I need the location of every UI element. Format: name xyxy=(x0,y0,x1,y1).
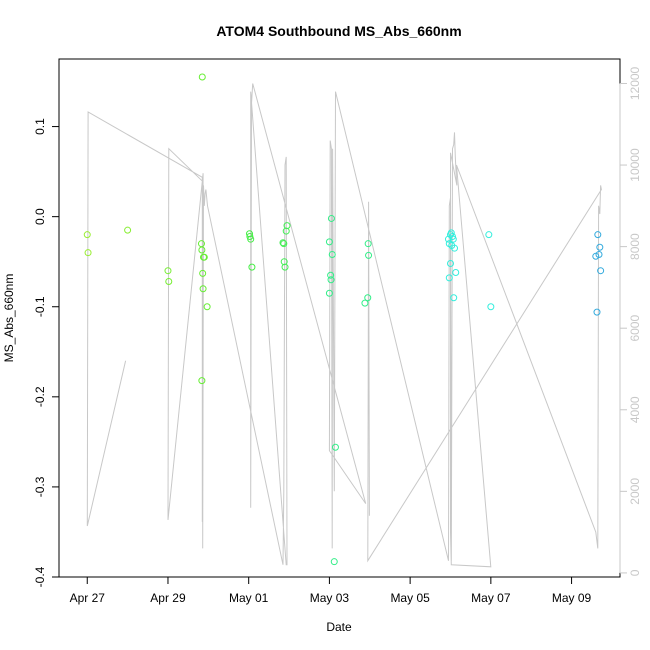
data-point xyxy=(280,240,288,248)
data-point xyxy=(592,252,600,260)
data-point xyxy=(449,235,457,243)
data-point xyxy=(596,243,604,251)
data-point xyxy=(597,267,605,275)
x-tick-label: May 05 xyxy=(390,591,430,605)
y2-tick-label: 10000 xyxy=(628,148,642,182)
y-tick-label: 0.0 xyxy=(33,208,47,225)
data-point xyxy=(199,269,207,277)
data-point xyxy=(247,235,255,243)
data-point xyxy=(327,276,335,284)
data-point xyxy=(445,274,453,282)
x-tick-label: Apr 27 xyxy=(70,591,106,605)
data-point xyxy=(83,231,91,239)
data-point xyxy=(248,263,256,271)
data-point xyxy=(325,289,333,297)
x-tick-label: May 01 xyxy=(229,591,269,605)
x-axis-label: Date xyxy=(326,620,352,634)
data-point xyxy=(330,558,338,566)
y2-tick-label: 6000 xyxy=(628,315,642,342)
x-tick-label: May 09 xyxy=(552,591,592,605)
y2-tick-label: 4000 xyxy=(628,396,642,423)
data-point xyxy=(446,259,454,267)
y-tick-label: 0.1 xyxy=(33,118,47,135)
data-point xyxy=(200,253,208,261)
data-point xyxy=(364,240,372,248)
y-tick-label: -0.3 xyxy=(33,476,47,497)
data-point xyxy=(485,231,493,239)
data-point xyxy=(283,222,291,230)
data-point xyxy=(328,250,336,258)
chart-title: ATOM4 Southbound MS_Abs_660nm xyxy=(216,23,461,39)
y2-tick-label: 12000 xyxy=(628,66,642,100)
x-axis: Apr 27 Apr 29 May 01 May 03 May 05 May 07 May … xyxy=(70,576,592,605)
y2-axis: 0 2000 4000 6000 8000 10000 12000 xyxy=(619,66,642,576)
data-point xyxy=(280,258,288,266)
data-point xyxy=(451,244,459,252)
data-point xyxy=(327,214,335,222)
scatter-points xyxy=(83,73,605,566)
y-tick-label: -0.2 xyxy=(33,386,47,407)
y2-tick-label: 0 xyxy=(628,569,642,576)
data-point xyxy=(198,73,206,81)
data-point xyxy=(487,303,495,311)
data-point xyxy=(282,227,290,235)
data-point xyxy=(361,299,369,307)
y-axis: 0.1 0.0 -0.1 -0.2 -0.3 -0.4 xyxy=(33,118,60,587)
y-tick-label: -0.1 xyxy=(33,296,47,317)
data-point xyxy=(365,251,373,259)
y-tick-label: -0.4 xyxy=(33,566,47,587)
data-point xyxy=(165,278,173,286)
data-point xyxy=(364,294,372,302)
data-point xyxy=(198,246,206,254)
data-point xyxy=(124,226,132,234)
data-point xyxy=(450,294,458,302)
x-tick-label: Apr 29 xyxy=(150,591,186,605)
data-point xyxy=(164,267,172,275)
data-point xyxy=(279,239,287,247)
data-point xyxy=(452,269,460,277)
secondary-line-series xyxy=(86,83,602,568)
data-point xyxy=(331,443,339,451)
y2-tick-label: 8000 xyxy=(628,233,642,260)
data-point xyxy=(325,238,333,246)
x-tick-label: May 07 xyxy=(471,591,511,605)
data-point xyxy=(199,285,207,293)
plot-frame xyxy=(58,58,621,578)
x-tick-label: May 03 xyxy=(310,591,350,605)
data-point xyxy=(203,303,211,311)
data-point xyxy=(447,229,455,237)
data-point xyxy=(593,308,601,316)
y-axis-label: MS_Abs_660nm xyxy=(2,274,16,363)
data-point xyxy=(594,231,602,239)
secondary-line xyxy=(86,83,602,568)
data-point xyxy=(327,271,335,279)
data-point xyxy=(281,263,289,271)
data-point xyxy=(84,249,92,257)
y2-tick-label: 2000 xyxy=(628,478,642,505)
data-point xyxy=(198,377,206,385)
